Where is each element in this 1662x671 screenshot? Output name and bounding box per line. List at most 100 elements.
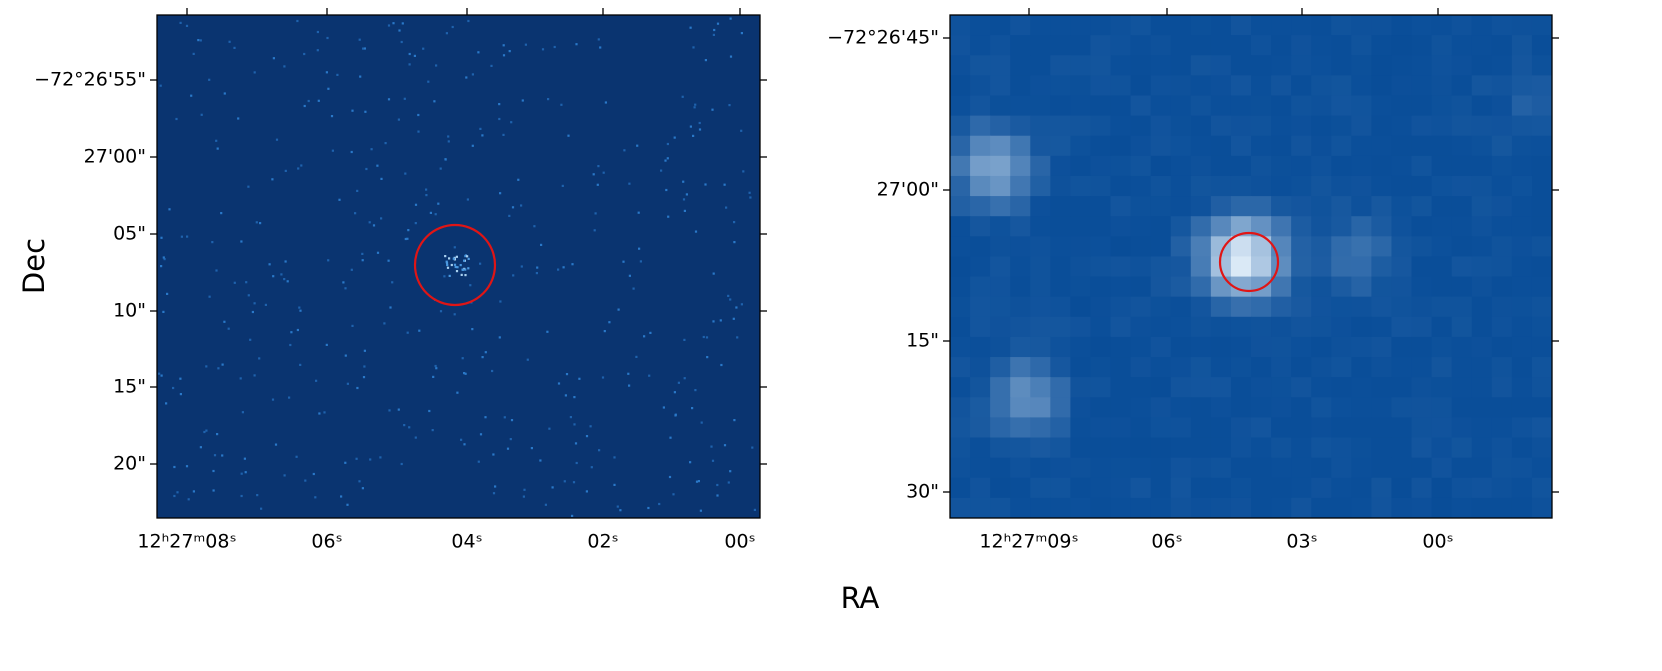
pixel: [990, 155, 1011, 177]
speckle: [359, 75, 362, 78]
pixel: [1331, 296, 1352, 318]
speckle: [677, 381, 680, 384]
pixel: [970, 55, 991, 76]
speckle: [692, 134, 695, 137]
speckle: [272, 275, 275, 278]
pixel: [1010, 417, 1031, 439]
speckle: [162, 310, 165, 313]
speckle: [732, 317, 735, 320]
speckle: [481, 356, 484, 359]
pixel: [1190, 75, 1212, 96]
pixel: [1451, 437, 1473, 459]
pixel: [1351, 276, 1372, 298]
speckle: [406, 237, 409, 240]
speckle: [205, 365, 208, 368]
pixel: [1291, 336, 1312, 358]
pixel: [970, 357, 991, 378]
pixel: [1030, 196, 1051, 217]
pixel: [1130, 135, 1152, 157]
speckle: [716, 22, 720, 25]
pixel: [1431, 497, 1453, 519]
pixel: [1311, 397, 1332, 418]
pixel: [970, 397, 991, 418]
speckle: [712, 33, 715, 36]
speckle: [467, 257, 470, 260]
y-axis-label: Dec: [17, 238, 51, 294]
pixel: [1511, 135, 1533, 157]
pixel: [1511, 175, 1533, 197]
pixel: [970, 196, 991, 217]
pixel: [1130, 196, 1152, 217]
pixel: [1431, 15, 1453, 36]
speckle: [564, 394, 567, 397]
pixel: [1130, 155, 1152, 177]
pixel: [1010, 216, 1031, 237]
pixel: [950, 55, 971, 76]
pixel: [1070, 55, 1091, 76]
speckle: [569, 416, 572, 419]
speckle: [439, 167, 442, 170]
pixel: [1531, 377, 1553, 398]
pixel: [1010, 296, 1031, 318]
pixel: [1291, 357, 1312, 378]
pixel: [1190, 175, 1212, 197]
pixel: [1190, 236, 1212, 257]
speckle: [192, 490, 195, 493]
speckle: [517, 178, 520, 181]
pixel: [1491, 497, 1513, 519]
pixel: [1010, 196, 1031, 217]
speckle: [435, 367, 438, 370]
speckle: [481, 134, 484, 137]
speckle: [247, 294, 250, 297]
pixel: [1050, 377, 1071, 398]
pixel: [1531, 276, 1553, 298]
pixel: [1010, 236, 1031, 257]
speckle: [455, 255, 458, 258]
speckle: [453, 246, 456, 249]
pixel: [1190, 15, 1212, 36]
speckle: [205, 429, 208, 432]
pixel: [1090, 316, 1112, 338]
speckle: [445, 260, 448, 263]
speckle: [253, 302, 256, 305]
speckle: [200, 113, 203, 116]
pixel: [1511, 477, 1533, 499]
pixel: [1431, 256, 1453, 278]
pixel: [1130, 276, 1152, 298]
pixel: [990, 417, 1011, 439]
speckle: [453, 313, 456, 316]
speckle: [490, 64, 493, 67]
pixel: [1431, 175, 1453, 197]
speckle: [361, 487, 364, 490]
pixel: [1190, 377, 1212, 398]
pixel: [1511, 216, 1533, 237]
pixel: [1170, 175, 1192, 197]
pixel: [1210, 497, 1232, 519]
pixel: [1511, 397, 1533, 418]
y-tick-label: 10": [113, 300, 146, 322]
pixel: [1491, 336, 1513, 358]
speckle: [613, 483, 616, 486]
right-image: [950, 15, 1553, 519]
pixel: [1431, 397, 1453, 418]
pixel: [1210, 296, 1232, 318]
speckle: [498, 117, 501, 121]
speckle: [346, 503, 349, 506]
speckle: [425, 188, 428, 191]
pixel: [1531, 256, 1553, 278]
pixel: [1491, 316, 1513, 338]
pixel: [970, 336, 991, 358]
pixel: [1110, 55, 1132, 76]
pixel: [1090, 357, 1112, 378]
pixel: [1030, 236, 1051, 257]
pixel: [1391, 196, 1413, 217]
pixel: [1351, 55, 1372, 76]
speckle: [422, 47, 425, 50]
pixel: [1230, 75, 1252, 96]
speckle: [403, 97, 406, 100]
pixel: [990, 336, 1011, 358]
pixel: [1451, 175, 1473, 197]
pixel: [1451, 115, 1473, 137]
pixel: [1090, 75, 1112, 96]
speckle: [406, 331, 409, 334]
